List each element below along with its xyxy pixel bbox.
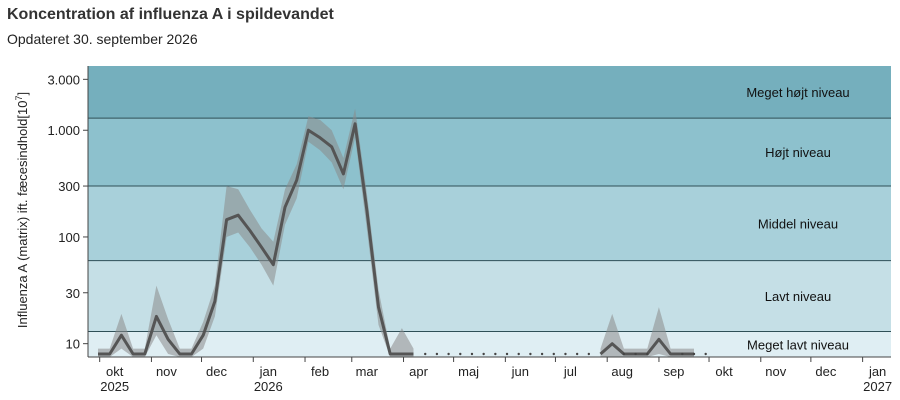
y-tick-label: 300 — [58, 179, 80, 194]
missing-markers — [424, 352, 707, 356]
level-band — [88, 66, 891, 119]
x-tick-label: dec — [206, 364, 227, 379]
x-year-label: 2026 — [254, 379, 283, 394]
level-label: Højt niveau — [765, 145, 831, 160]
x-tick-label: jun — [511, 364, 529, 379]
x-tick-label: mar — [356, 364, 379, 379]
missing-marker — [692, 352, 696, 356]
missing-marker — [634, 352, 637, 356]
x-tick-label: dec — [815, 364, 836, 379]
level-band — [88, 118, 891, 187]
missing-marker — [505, 352, 509, 356]
missing-marker — [564, 352, 567, 356]
y-axis-label: Influenza A (matrix) ift. fæcesindhold[1… — [14, 92, 30, 328]
level-label: Meget højt niveau — [746, 85, 849, 100]
missing-marker — [482, 352, 485, 356]
level-label: Lavt niveau — [765, 289, 832, 304]
missing-marker — [424, 352, 427, 356]
x-tick-label: nov — [156, 364, 177, 379]
level-label: Middel niveau — [758, 216, 838, 231]
missing-marker — [622, 352, 626, 356]
x-tick-label: jan — [868, 364, 886, 379]
missing-marker — [529, 352, 532, 356]
x-year-label: 2025 — [100, 379, 129, 394]
x-tick-label: okt — [715, 364, 733, 379]
x-tick-label: maj — [458, 364, 479, 379]
x-tick-label: apr — [409, 364, 428, 379]
x-tick-label: okt — [106, 364, 124, 379]
level-band — [88, 331, 891, 357]
y-tick-label: 1.000 — [47, 123, 80, 138]
missing-marker — [435, 352, 439, 356]
missing-marker — [552, 352, 555, 356]
y-tick-label: 3.000 — [47, 72, 80, 87]
y-tick-label: 100 — [58, 230, 80, 245]
series-line — [98, 122, 414, 356]
level-labels: Meget lavt niveau Lavt niveau Middel nivea… — [746, 85, 849, 352]
level-band — [88, 260, 891, 332]
x-year-label: 2027 — [863, 379, 892, 394]
confidence-ribbon — [98, 108, 414, 357]
missing-marker — [517, 352, 520, 356]
confidence-ribbon — [600, 307, 694, 357]
x-tick-label: sep — [663, 364, 684, 379]
missing-marker — [540, 352, 544, 356]
missing-marker — [681, 352, 684, 356]
y-tick-label: 30 — [66, 286, 80, 301]
missing-marker — [494, 352, 497, 356]
missing-marker — [704, 352, 707, 356]
missing-marker — [646, 352, 649, 356]
missing-marker — [587, 352, 591, 356]
missing-marker — [470, 352, 474, 356]
missing-marker — [575, 352, 579, 356]
chart-subtitle: Opdateret 30. september 2026 — [7, 31, 198, 47]
missing-marker — [459, 352, 462, 356]
x-tick-label: jan — [259, 364, 277, 379]
x-tick-label: feb — [311, 364, 329, 379]
chart-title: Koncentration af influenza A i spildevan… — [7, 6, 334, 23]
missing-marker — [447, 352, 450, 356]
level-label: Meget lavt niveau — [747, 337, 849, 352]
x-tick-label: aug — [611, 364, 633, 379]
confidence-ribbons — [98, 108, 694, 357]
y-tick-label: 10 — [66, 337, 80, 352]
x-tick-label: nov — [765, 364, 786, 379]
x-tick-label: jul — [563, 364, 577, 379]
y-axis: 10 30 100 300 1.000 3.000 — [47, 66, 89, 357]
